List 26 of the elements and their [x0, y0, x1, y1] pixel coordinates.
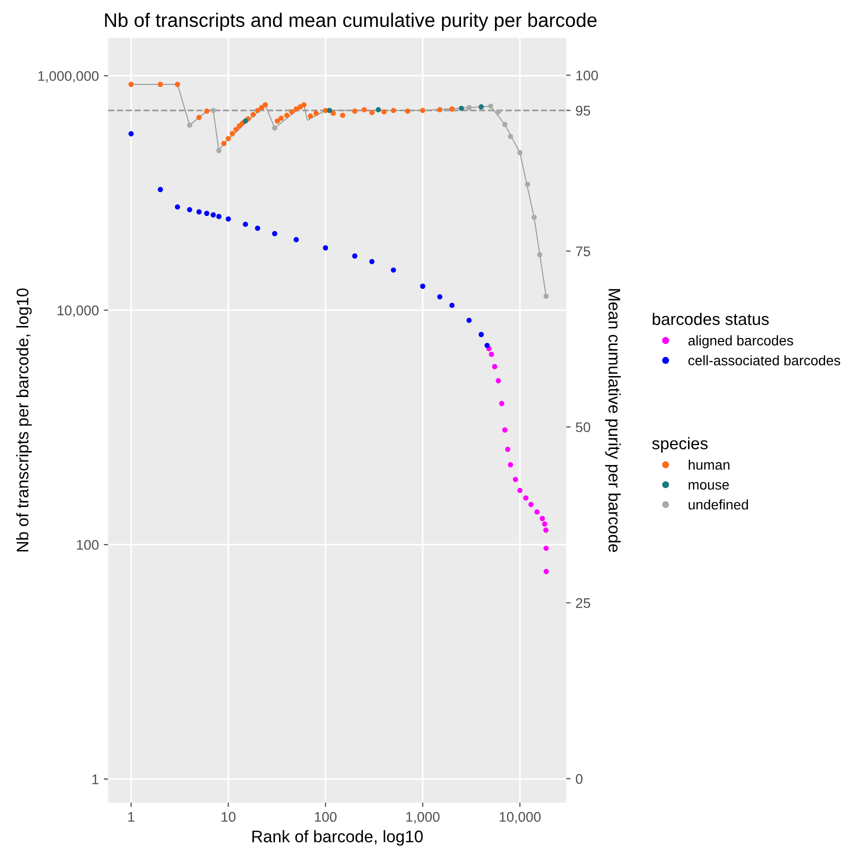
- y-tick-label: 1,000,000: [38, 71, 99, 83]
- text: species: [652, 437, 708, 453]
- y2-tick-label: 25: [576, 598, 590, 608]
- legend-label: cell-associated barcodes: [688, 355, 840, 366]
- y2-tick-label: 50: [576, 422, 590, 432]
- y-axis-title: Nb of transcripts per barcode, log10: [16, 288, 32, 552]
- x-tick-label: 1: [128, 812, 134, 822]
- y2-tick-label: 75: [576, 246, 590, 256]
- x-tick-label: 10,000: [500, 812, 541, 824]
- y2-tick-label: 0: [576, 774, 582, 784]
- y2-tick-label: 95: [576, 106, 590, 116]
- legend-label: human: [688, 460, 730, 470]
- x-tick-label: 100: [314, 812, 337, 822]
- text: barcodes status: [652, 312, 769, 326]
- y-tick-label: 1: [92, 774, 98, 784]
- x-tick-label: 10: [222, 812, 236, 822]
- y2-tick-label: 100: [576, 70, 598, 80]
- y2-axis-title: Mean cumulative purity per barcode: [605, 289, 621, 552]
- legend-label: undefined: [688, 499, 748, 510]
- legend-label: aligned barcodes: [688, 335, 794, 348]
- x-axis-title: Rank of barcode, log10: [252, 830, 423, 846]
- chart-title: Nb of transcripts and mean cumulative purity per barcode: [105, 12, 597, 31]
- y-tick-label: 10,000: [58, 306, 99, 317]
- y-tick-label: 100: [76, 540, 99, 550]
- x-tick-label: 1,000: [406, 812, 440, 824]
- legend-label: mouse: [688, 482, 729, 490]
